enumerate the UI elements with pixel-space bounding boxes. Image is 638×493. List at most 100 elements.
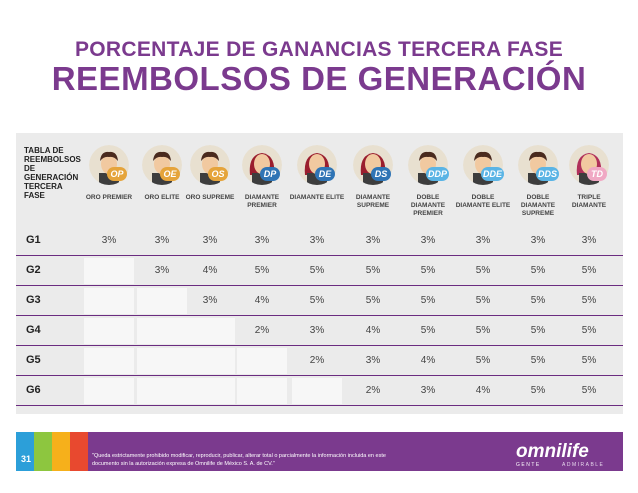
row-label: G2 [26,264,41,276]
column-header: DDE DOBLE DIAMANTE ELITE [456,140,510,220]
table-cell: 5% [581,325,597,336]
table-cell: 3% [101,235,117,246]
column-label: ORO PREMIER [85,194,133,201]
table-cell: 3% [202,295,218,306]
table-cell: 5% [420,265,436,276]
empty-cell [84,318,134,344]
table-cell: 4% [365,325,381,336]
empty-cell [84,378,134,404]
table-cell: 3% [154,265,170,276]
logo-tagline-1: GENTE [516,462,541,468]
column-label: DOBLE DIAMANTE PREMIER [410,194,446,217]
table-cell: 5% [530,265,546,276]
rank-badge: DP [260,167,280,181]
table-cell: 5% [530,385,546,396]
row-divider [16,345,623,346]
column-label: TRIPLE DIAMANTE [571,194,607,209]
table-cell: 3% [309,325,325,336]
table-cell: 3% [530,235,546,246]
column-header: OP ORO PREMIER [84,140,134,220]
empty-cell [84,348,134,374]
rank-badge: DDP [426,167,450,181]
table-cell: 5% [420,325,436,336]
rank-badge: DDS [536,167,560,181]
table-cell: 5% [475,325,491,336]
table-cell: 3% [254,235,270,246]
column-header: OS ORO SUPREME [185,140,235,220]
empty-cell [237,348,287,374]
empty-cell [185,348,235,374]
empty-cell [137,318,187,344]
logo-tagline-2: ADMIRABLE [562,462,605,468]
column-header: OE ORO ELITE [137,140,187,220]
footer-color-block [34,432,52,471]
empty-cell [185,378,235,404]
row-label: G1 [26,234,41,246]
column-label: DIAMANTE SUPREME [355,194,391,209]
table-cell: 5% [420,295,436,306]
table-cell: 5% [530,355,546,366]
column-header: DS DIAMANTE SUPREME [348,140,398,220]
empty-cell [292,378,342,404]
empty-cell [137,348,187,374]
table-cell: 5% [254,265,270,276]
table-cell: 5% [365,265,381,276]
table-corner-label: TABLA DE REEMBOLSOS DE GENERACIÓN TERCER… [24,146,81,200]
rank-badge: TD [587,167,607,181]
empty-cell [84,288,134,314]
table-cell: 5% [475,265,491,276]
empty-cell [137,378,187,404]
rank-badge: OP [107,167,127,181]
rank-badge: DE [315,167,335,181]
table-cell: 3% [420,235,436,246]
disclaimer-text: "Queda estrictamente prohibido modificar… [92,453,386,467]
table-cell: 5% [475,295,491,306]
row-label: G3 [26,294,41,306]
rank-badge: OS [208,167,228,181]
empty-cell [137,288,187,314]
table-cell: 5% [581,295,597,306]
table-cell: 4% [420,355,436,366]
column-header: DDP DOBLE DIAMANTE PREMIER [403,140,453,220]
page-title-line2: REEMBOLSOS DE GENERACIÓN [51,60,587,97]
table-cell: 3% [365,235,381,246]
column-label: ORO ELITE [144,194,180,201]
table-cell: 5% [365,295,381,306]
rank-badge: DS [371,167,391,181]
column-label: ORO SUPREME [185,194,235,201]
table-cell: 3% [475,235,491,246]
footer-color-block [70,432,88,471]
footer-color-block [52,432,70,471]
table-cell: 3% [420,385,436,396]
table-cell: 5% [309,295,325,306]
table-cell: 5% [530,295,546,306]
column-label: DIAMANTE PREMIER [244,194,280,209]
table-cell: 5% [475,355,491,366]
table-cell: 4% [202,265,218,276]
table-cell: 4% [475,385,491,396]
table-cell: 5% [530,325,546,336]
rank-badge: DDE [481,167,505,181]
table-cell: 3% [202,235,218,246]
row-divider [16,315,623,316]
empty-cell [84,258,134,284]
footer-bar [16,432,623,471]
empty-cell [237,378,287,404]
table-cell: 5% [581,265,597,276]
table-cell: 4% [254,295,270,306]
row-divider [16,405,623,406]
table-cell: 5% [581,355,597,366]
table-cell: 3% [365,355,381,366]
footer-color-block [16,432,34,471]
row-label: G6 [26,384,41,396]
row-divider [16,255,623,256]
row-divider [16,375,623,376]
page-title-line1: PORCENTAJE DE GANANCIAS TERCERA FASE [74,38,564,61]
page-number: 31 [21,454,32,464]
row-label: G5 [26,354,41,366]
row-divider [16,285,623,286]
column-label: DOBLE DIAMANTE SUPREME [520,194,556,217]
column-header: DDS DOBLE DIAMANTE SUPREME [513,140,563,220]
omnilife-logo: omnilife [516,441,589,462]
column-header: DP DIAMANTE PREMIER [237,140,287,220]
